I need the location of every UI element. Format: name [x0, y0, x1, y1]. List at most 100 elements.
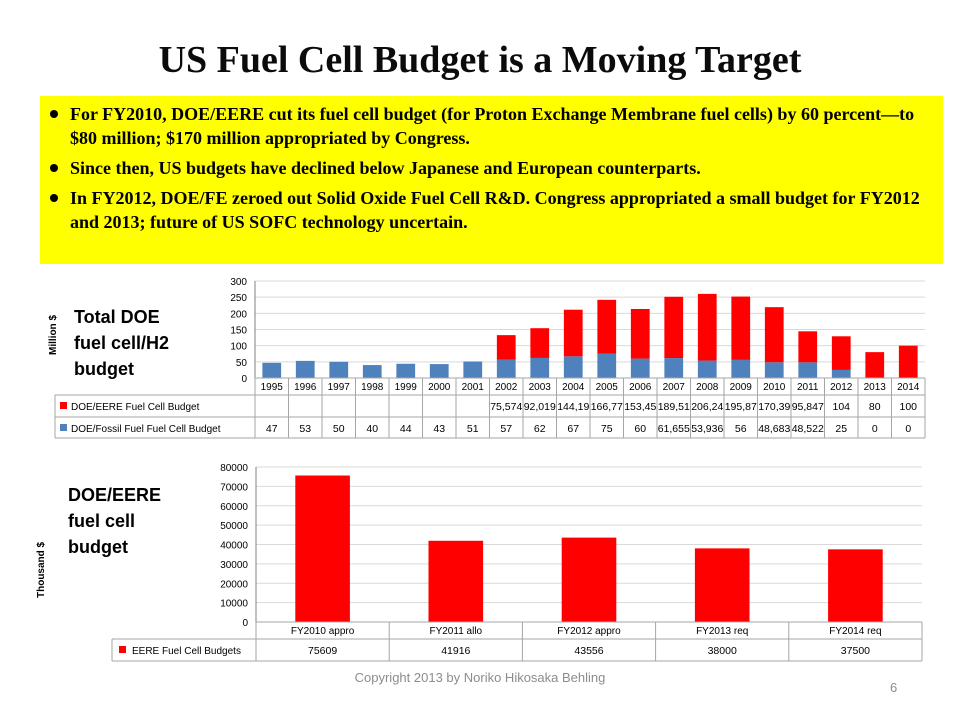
bullet-list: For FY2010, DOE/EERE cut its fuel cell b…: [50, 102, 931, 234]
chart2-y-tick-label: 20000: [220, 579, 248, 590]
chart1-bar-fossil: [463, 361, 483, 378]
chart1-table-value-eere: 170,39: [758, 401, 790, 413]
chart1-bar-fossil: [731, 359, 751, 378]
chart2-y-tick-label: 40000: [220, 541, 248, 552]
chart1-x-tick-label: 2001: [462, 382, 485, 393]
chart2-side-label-line: DOE/EERE: [68, 485, 162, 505]
chart1-table-value-fossil: 56: [735, 423, 747, 435]
copyright-footer: Copyright 2013 by Noriko Hikosaka Behlin…: [354, 670, 606, 685]
chart1-bar-eere: [597, 299, 617, 354]
chart1-x-tick-label: 2006: [629, 382, 652, 393]
chart1-y-tick-label: 200: [230, 309, 247, 320]
chart1-table-value-fossil: 47: [266, 423, 278, 435]
chart1-table-value-eere: 195,87: [725, 401, 757, 413]
chart2-y-tick-label: 50000: [220, 521, 248, 532]
chart1-table-value-fossil: 57: [500, 423, 512, 435]
chart1-legend-key-fossil: [60, 424, 67, 431]
chart1-table-value-fossil: 50: [333, 423, 345, 435]
chart1-x-tick-label: 2013: [864, 382, 887, 393]
chart1-bar-eere: [630, 308, 650, 359]
chart2-table-value: 38000: [708, 645, 737, 657]
chart1-table-value-eere: 153,45: [624, 401, 656, 413]
chart1-x-tick-label: 2008: [696, 382, 719, 393]
chart1-table-value-eere: 92,019: [524, 401, 556, 413]
chart2-y-tick-label: 60000: [220, 502, 248, 513]
chart1-y-tick-label: 50: [236, 358, 248, 369]
chart1-table-value-fossil: 51: [467, 423, 479, 435]
chart2-y-tick-label: 70000: [220, 482, 248, 493]
chart2-x-tick-label: FY2013 req: [696, 626, 748, 637]
chart1-bar-eere: [764, 307, 784, 363]
chart1-bar-fossil: [831, 369, 851, 378]
chart1-table-value-fossil: 60: [634, 423, 646, 435]
chart1-table-value-fossil: 62: [534, 423, 546, 435]
chart1-table-value-eere: 206,24: [691, 401, 723, 413]
chart1-y-tick-label: 300: [230, 277, 247, 288]
bullet-text: For FY2010, DOE/EERE cut its fuel cell b…: [70, 104, 915, 148]
bullet-dot-icon: [50, 164, 58, 172]
chart1-bar-fossil: [262, 362, 282, 378]
chart1-bar-fossil: [563, 356, 583, 378]
chart1-legend-key-eere: [60, 402, 67, 409]
chart1-x-tick-label: 2009: [730, 382, 753, 393]
chart1-table-value-eere: 104: [832, 401, 850, 413]
chart1-table-value-fossil: 61,655: [658, 423, 690, 435]
chart1-table-value-fossil: 53: [299, 423, 311, 435]
chart1-table-value-fossil: 40: [366, 423, 378, 435]
chart1-x-tick-label: 2000: [428, 382, 451, 393]
chart1-table-value-eere: 166,77: [591, 401, 623, 413]
chart1-x-tick-label: 1995: [261, 382, 284, 393]
bullet-box: For FY2010, DOE/EERE cut its fuel cell b…: [40, 96, 943, 264]
chart1-bar-eere: [530, 328, 550, 358]
chart2-x-tick-label: FY2010 appro: [291, 626, 355, 637]
chart1-side-label-line: budget: [74, 359, 134, 379]
chart2-side-label: DOE/EERE fuel cell budget: [68, 482, 161, 560]
chart1-x-tick-label: 2011: [797, 382, 819, 393]
chart2-bar: [828, 549, 883, 622]
chart2-y-tick-label: 0: [242, 618, 248, 629]
chart1-x-tick-label: 2007: [663, 382, 686, 393]
chart1-side-label-line: Total DOE: [74, 307, 160, 327]
chart1-x-tick-label: 2012: [830, 382, 853, 393]
chart1-x-tick-label: 1999: [395, 382, 418, 393]
bullet-item: In FY2012, DOE/FE zeroed out Solid Oxide…: [50, 186, 931, 234]
chart2-table-value: 37500: [841, 645, 870, 657]
chart1-bar-fossil: [530, 357, 550, 378]
chart1-table-value-fossil: 75: [601, 423, 613, 435]
chart1-bar-fossil: [496, 359, 516, 378]
bullet-item: For FY2010, DOE/EERE cut its fuel cell b…: [50, 102, 931, 150]
chart1-bar-fossil: [664, 358, 684, 378]
chart1-x-tick-label: 2004: [562, 382, 585, 393]
chart2-y-tick-label: 80000: [220, 463, 248, 474]
chart1-y-tick-label: 150: [230, 326, 247, 337]
chart1-side-label: Total DOE fuel cell/H2 budget: [74, 304, 169, 382]
chart1-table-value-fossil: 48,522: [792, 423, 824, 435]
chart2-side-label-line: budget: [68, 537, 128, 557]
chart1-bar-fossil: [295, 360, 315, 378]
chart1-table-value-fossil: 0: [872, 423, 878, 435]
chart1-bar-fossil: [697, 360, 717, 378]
chart1-side-label-line: fuel cell/H2: [74, 333, 170, 353]
chart2-legend-label: EERE Fuel Cell Budgets: [132, 646, 241, 657]
chart1-bar-eere: [496, 335, 516, 360]
chart2-bar: [295, 475, 350, 622]
chart1-bar-fossil: [798, 362, 818, 378]
chart1-y-tick-label: 250: [230, 293, 247, 304]
chart2-x-tick-label: FY2011 allo: [429, 626, 482, 637]
chart1-table-value-fossil: 44: [400, 423, 412, 435]
chart1-bar-fossil: [396, 363, 416, 378]
chart1-bar-fossil: [764, 362, 784, 378]
bullet-text: Since then, US budgets have declined bel…: [70, 158, 701, 178]
chart1-bar-fossil: [597, 353, 617, 378]
bullet-dot-icon: [50, 110, 58, 118]
chart1-bar-fossil: [329, 361, 349, 378]
chart1-table-value-fossil: 48,683: [758, 423, 790, 435]
chart1-y-tick-label: 0: [241, 374, 247, 385]
chart1-table-value-eere: 100: [899, 401, 917, 413]
chart1-table-value-eere: 80: [869, 401, 881, 413]
chart1-x-tick-label: 1998: [361, 382, 384, 393]
chart1-bar-fossil: [630, 358, 650, 378]
chart1-x-tick-label: 2005: [596, 382, 619, 393]
